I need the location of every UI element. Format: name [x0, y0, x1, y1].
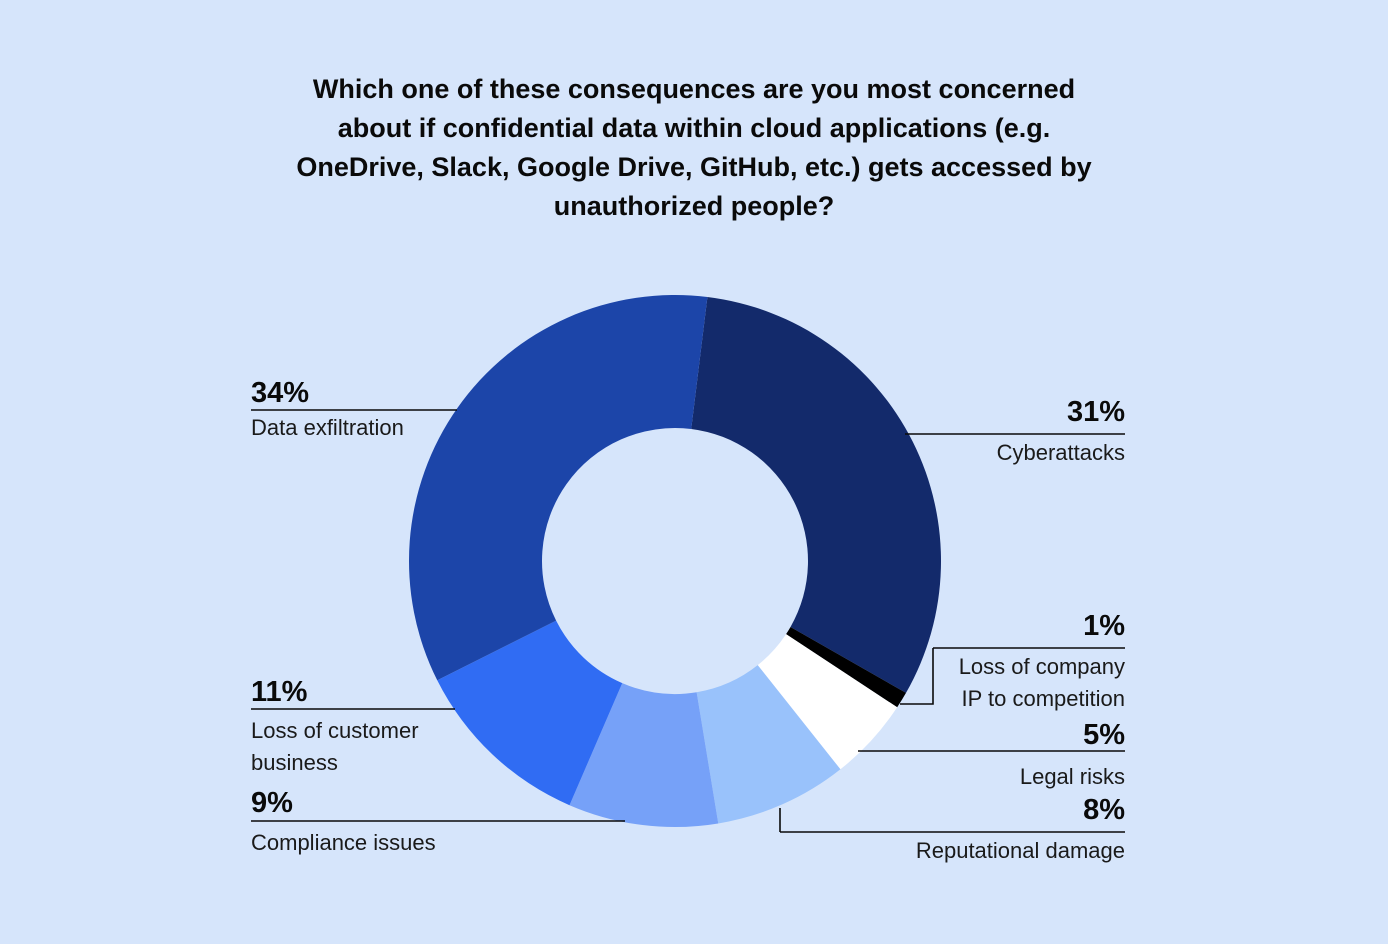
leader-elbow-loss-of-company-ip-to-competition [900, 648, 934, 705]
slice-cyberattacks [691, 296, 941, 693]
value-label-legal-risks: 5% [1083, 719, 1125, 751]
value-label-compliance-issues: 9% [251, 787, 293, 819]
slice-callouts: 31% Cyberattacks 1% Loss of company IP to co… [251, 377, 1125, 863]
value-label-loss-of-customer-business: 11% [251, 676, 308, 708]
slice-loss-of-customer-business [437, 620, 623, 806]
donut-slices [409, 295, 941, 827]
category-label-loss-of-customer-business-line-1: Loss of customer [251, 718, 419, 743]
value-label-data-exfiltration: 34% [251, 377, 309, 409]
slice-compliance-issues [569, 683, 719, 827]
category-label-reputational-damage: Reputational damage [916, 838, 1125, 863]
category-label-loss-of-company-ip-to-competition-line-2: IP to competition [962, 686, 1125, 711]
category-label-loss-of-company-ip-to-competition-line-1: Loss of company [959, 654, 1125, 679]
category-label-loss-of-customer-business-line-2: business [251, 750, 338, 775]
slice-data-exfiltration [409, 295, 708, 681]
value-label-loss-of-company-ip-to-competition: 1% [1083, 610, 1125, 642]
slice-loss-of-company-ip-to-competition [786, 626, 906, 708]
slice-legal-risks [757, 634, 898, 770]
value-label-reputational-damage: 8% [1083, 794, 1125, 826]
category-label-data-exfiltration: Data exfiltration [251, 415, 404, 440]
slice-reputational-damage [696, 665, 841, 824]
category-label-cyberattacks: Cyberattacks [997, 440, 1125, 465]
value-label-cyberattacks: 31% [1067, 396, 1125, 428]
category-label-compliance-issues: Compliance issues [251, 830, 436, 855]
chart-title: Which one of these consequences are you … [296, 74, 1092, 221]
category-label-legal-risks: Legal risks [1020, 764, 1125, 789]
